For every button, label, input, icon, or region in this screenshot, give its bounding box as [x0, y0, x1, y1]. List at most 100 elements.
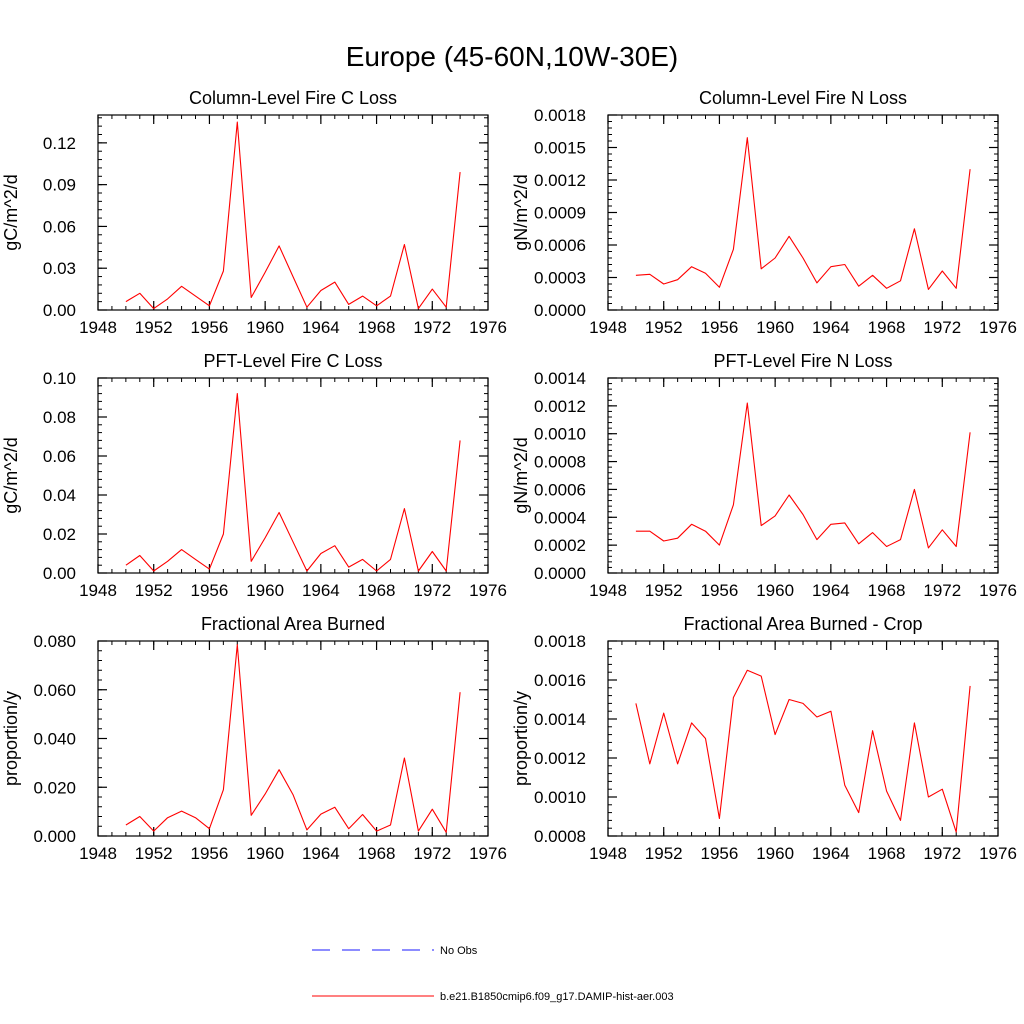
x-tick-label: 1972	[413, 581, 451, 600]
y-tick-label: 0.0004	[534, 508, 586, 527]
x-tick-label: 1976	[469, 844, 507, 863]
panel-2: 1948 1952 1956 1960 1964 1968 1972 1976 0.0000 0.…	[511, 88, 1017, 337]
y-tick-label: 0.0014	[534, 710, 586, 729]
y-tick-label: 0.09	[43, 176, 76, 195]
x-tick-label: 1952	[135, 581, 173, 600]
x-tick-label: 1960	[246, 581, 284, 600]
y-tick-label: 0.060	[33, 681, 76, 700]
y-tick-label: 0.0008	[534, 827, 586, 846]
y-tick-label: 0.0010	[534, 425, 586, 444]
x-tick-label: 1948	[79, 318, 117, 337]
y-axis-label: proportion/y	[511, 691, 531, 786]
series-line	[125, 644, 461, 833]
x-tick-label: 1976	[469, 318, 507, 337]
x-tick-label: 1968	[358, 581, 396, 600]
panel-title: Fractional Area Burned - Crop	[683, 614, 922, 634]
x-tick-label: 1952	[135, 844, 173, 863]
x-tick-label: 1956	[701, 581, 739, 600]
y-axis-label: gN/m^2/d	[511, 437, 531, 513]
x-tick-label: 1968	[868, 581, 906, 600]
x-tick-label: 1968	[358, 318, 396, 337]
legend-label: b.e21.B1850cmip6.f09_g17.DAMIP-hist-aer.…	[440, 991, 674, 1003]
plot-frame	[97, 640, 489, 837]
panel-title: PFT-Level Fire N Loss	[713, 351, 892, 371]
x-tick-label: 1948	[79, 844, 117, 863]
y-tick-label: 0.0012	[534, 171, 586, 190]
series-line	[635, 669, 971, 833]
series-line	[125, 121, 461, 310]
x-tick-label: 1968	[868, 844, 906, 863]
x-tick-label: 1972	[923, 844, 961, 863]
y-tick-label: 0.02	[43, 525, 76, 544]
y-axis-label: gC/m^2/d	[1, 174, 21, 250]
y-tick-label: 0.080	[33, 632, 76, 651]
y-tick-label: 0.00	[43, 301, 76, 320]
y-tick-label: 0.00	[43, 564, 76, 583]
x-tick-label: 1972	[923, 318, 961, 337]
x-tick-label: 1960	[246, 844, 284, 863]
plot-frame	[97, 114, 489, 311]
y-tick-label: 0.08	[43, 408, 76, 427]
x-tick-label: 1964	[302, 844, 340, 863]
x-tick-label: 1972	[413, 318, 451, 337]
y-tick-label: 0.0009	[534, 204, 586, 223]
y-tick-label: 0.10	[43, 369, 76, 388]
x-tick-label: 1952	[135, 318, 173, 337]
x-tick-label: 1960	[756, 318, 794, 337]
x-tick-label: 1972	[923, 581, 961, 600]
x-tick-label: 1956	[701, 844, 739, 863]
x-tick-label: 1964	[812, 844, 850, 863]
panel-title: Column-Level Fire N Loss	[699, 88, 907, 108]
x-tick-label: 1976	[979, 844, 1017, 863]
x-tick-label: 1976	[469, 581, 507, 600]
x-tick-label: 1964	[302, 581, 340, 600]
x-tick-label: 1952	[645, 844, 683, 863]
panel-title: Fractional Area Burned	[201, 614, 385, 634]
x-tick-label: 1964	[812, 581, 850, 600]
series-line	[635, 402, 971, 549]
y-tick-label: 0.000	[33, 827, 76, 846]
y-tick-label: 0.0012	[534, 397, 586, 416]
y-tick-label: 0.06	[43, 217, 76, 236]
panel-4: 1948 1952 1956 1960 1964 1968 1972 1976 0.0000 0.…	[511, 351, 1017, 600]
y-tick-label: 0.0003	[534, 269, 586, 288]
panel-title: PFT-Level Fire C Loss	[203, 351, 382, 371]
x-tick-label: 1956	[191, 318, 229, 337]
plot-frame	[607, 114, 999, 311]
series-line	[635, 137, 971, 290]
y-tick-label: 0.040	[33, 730, 76, 749]
y-tick-label: 0.0006	[534, 236, 586, 255]
y-tick-label: 0.0008	[534, 453, 586, 472]
panel-6: 1948 1952 1956 1960 1964 1968 1972 1976 0.0008 0.…	[511, 614, 1017, 863]
y-tick-label: 0.0012	[534, 749, 586, 768]
panel-3: 1948 1952 1956 1960 1964 1968 1972 1976 0.00 0.02…	[1, 351, 507, 600]
legend: No Obs b.e21.B1850cmip6.f09_g17.DAMIP-his…	[312, 945, 674, 1003]
x-tick-label: 1948	[589, 844, 627, 863]
y-tick-label: 0.0000	[534, 564, 586, 583]
panel-5: 1948 1952 1956 1960 1964 1968 1972 1976 0.000 0.0…	[1, 614, 507, 863]
y-tick-label: 0.0002	[534, 536, 586, 555]
legend-label: No Obs	[440, 945, 478, 957]
figure-title: Europe (45-60N,10W-30E)	[346, 41, 679, 72]
y-tick-label: 0.04	[43, 486, 76, 505]
y-tick-label: 0.020	[33, 778, 76, 797]
x-tick-label: 1960	[756, 581, 794, 600]
x-tick-label: 1964	[812, 318, 850, 337]
x-tick-label: 1964	[302, 318, 340, 337]
y-tick-label: 0.0015	[534, 139, 586, 158]
y-tick-label: 0.0018	[534, 106, 586, 125]
y-tick-label: 0.0010	[534, 788, 586, 807]
x-tick-label: 1956	[701, 318, 739, 337]
x-tick-label: 1960	[756, 844, 794, 863]
y-tick-label: 0.06	[43, 447, 76, 466]
x-tick-label: 1952	[645, 318, 683, 337]
x-tick-label: 1952	[645, 581, 683, 600]
y-axis-label: proportion/y	[1, 691, 21, 786]
plot-frame	[607, 640, 999, 837]
y-tick-label: 0.12	[43, 134, 76, 153]
x-tick-label: 1968	[868, 318, 906, 337]
y-tick-label: 0.0018	[534, 632, 586, 651]
y-tick-label: 0.0006	[534, 480, 586, 499]
x-tick-label: 1960	[246, 318, 284, 337]
